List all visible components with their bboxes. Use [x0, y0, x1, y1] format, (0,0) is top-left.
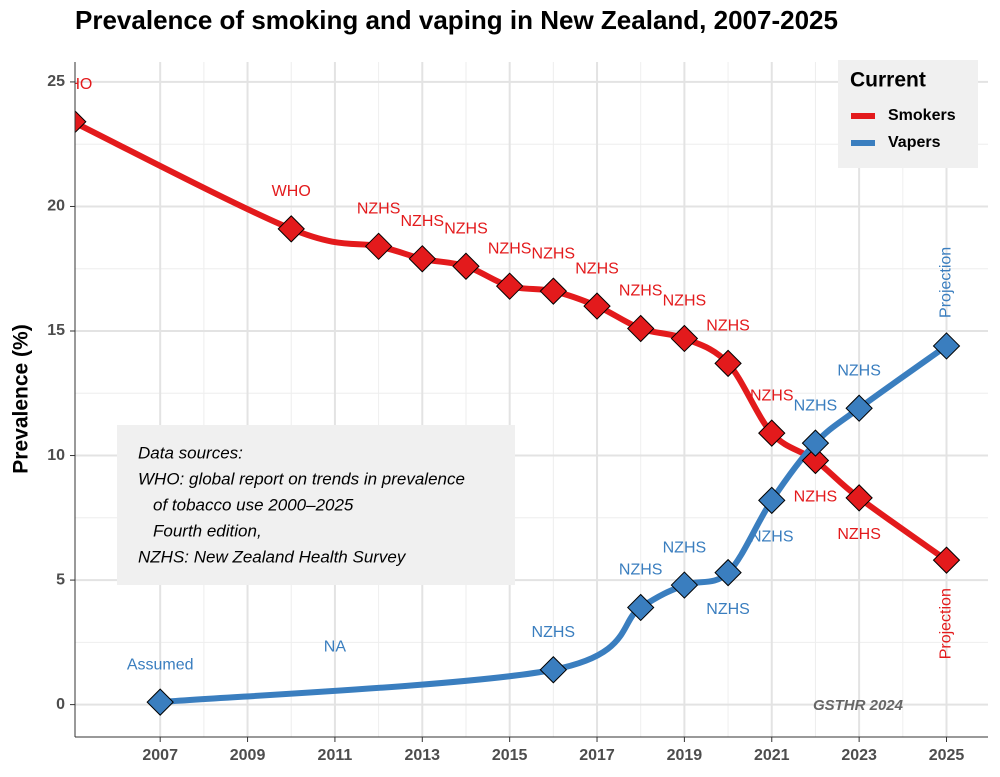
sources-text: Data sources:: [138, 443, 243, 462]
y-tick-label: 5: [56, 571, 65, 588]
credit: GSTHR 2024: [813, 697, 904, 714]
point-label: NZHS: [750, 529, 794, 546]
data-point: [758, 419, 786, 447]
legend-label: Smokers: [888, 107, 956, 124]
data-point: [627, 314, 655, 343]
x-tick-label: 2011: [318, 747, 353, 764]
data-point: [583, 292, 611, 320]
point-label: NZHS: [663, 293, 707, 310]
point-label: NZHS: [401, 213, 445, 230]
x-tick-label: 2015: [492, 747, 528, 764]
point-label: Assumed: [127, 656, 194, 673]
point-label: NZHS: [794, 489, 838, 506]
annotation: NA: [324, 639, 347, 656]
data-point: [758, 486, 786, 515]
data-point: [845, 484, 873, 512]
x-tick-label: 2013: [404, 747, 440, 764]
point-label: NZHS: [619, 283, 663, 300]
x-tick-label: 2007: [142, 747, 178, 764]
point-label: WHO: [272, 183, 311, 200]
point-label: Projection: [938, 247, 955, 318]
data-point: [801, 429, 830, 457]
y-tick-label: 25: [47, 73, 65, 90]
data-point: [364, 232, 393, 261]
point-label: NZHS: [444, 220, 488, 237]
data-point: [75, 110, 87, 134]
sources-text: of tobacco use 2000–2025: [153, 495, 354, 514]
x-tick-label: 2023: [841, 747, 877, 764]
point-label: NZHS: [619, 562, 663, 579]
x-tick-label: 2019: [667, 747, 703, 764]
data-point: [146, 688, 174, 716]
data-point: [670, 324, 699, 353]
data-point: [495, 272, 524, 300]
point-label: NZHS: [750, 387, 794, 404]
y-tick-label: 15: [47, 322, 65, 339]
x-tick-label: 2025: [929, 747, 965, 764]
data-point: [408, 245, 436, 273]
sources-text: NZHS: New Zealand Health Survey: [138, 547, 407, 566]
point-label: WHO: [53, 76, 92, 93]
sources-box: [117, 425, 515, 585]
sources-text: WHO: global report on trends in prevalen…: [138, 469, 465, 488]
point-label: NZHS: [706, 601, 750, 618]
x-tick-label: 2021: [754, 747, 790, 764]
data-point: [539, 656, 568, 684]
data-point: [932, 332, 961, 360]
data-point: [539, 277, 568, 305]
legend-label: Vapers: [888, 134, 941, 151]
data-point: [277, 215, 305, 243]
data-point: [845, 394, 873, 422]
data-point: [452, 252, 480, 280]
data-point: [627, 593, 655, 622]
data-point: [670, 571, 699, 599]
data-point: [801, 446, 830, 475]
point-label: NZHS: [837, 362, 881, 379]
data-point: [714, 558, 742, 587]
y-tick-label: 10: [47, 447, 65, 464]
point-label: NZHS: [706, 318, 750, 335]
chart-title: Prevalence of smoking and vaping in New …: [75, 5, 838, 35]
y-tick-label: 20: [47, 198, 65, 215]
y-axis-label: Prevalence (%): [10, 324, 33, 473]
point-label: Projection: [938, 588, 955, 659]
plot-area: [75, 62, 988, 737]
point-label: NZHS: [663, 539, 707, 556]
point-label: NZHS: [837, 526, 881, 543]
x-tick-label: 2017: [579, 747, 615, 764]
point-label: NZHS: [575, 260, 619, 277]
point-label: NZHS: [357, 201, 401, 218]
y-tick-label: 0: [56, 696, 65, 713]
x-tick-label: 2009: [230, 747, 266, 764]
point-label: NZHS: [532, 624, 576, 641]
point-label: NZHS: [794, 397, 838, 414]
series-line: [157, 342, 950, 706]
legend-title: Current: [850, 69, 926, 92]
data-point: [932, 546, 961, 574]
data-point: [714, 349, 742, 378]
sources-text: Fourth edition,: [153, 521, 262, 540]
point-label: NZHS: [532, 245, 576, 262]
point-label: NZHS: [488, 240, 532, 257]
